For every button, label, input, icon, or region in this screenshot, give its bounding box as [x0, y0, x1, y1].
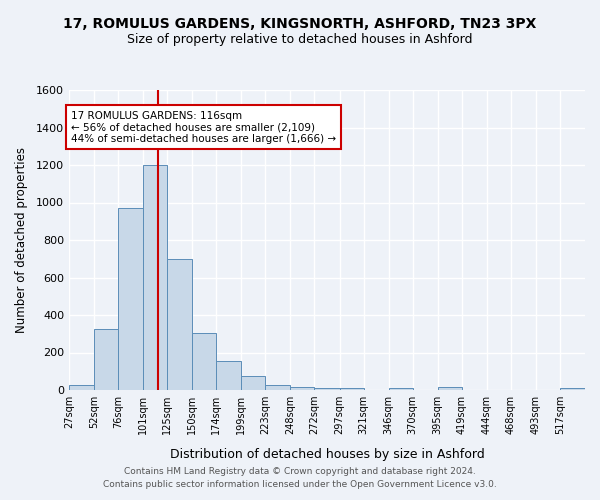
Text: 17, ROMULUS GARDENS, KINGSNORTH, ASHFORD, TN23 3PX: 17, ROMULUS GARDENS, KINGSNORTH, ASHFORD… — [64, 18, 536, 32]
Bar — [241, 376, 265, 390]
X-axis label: Distribution of detached houses by size in Ashford: Distribution of detached houses by size … — [170, 448, 484, 461]
Bar — [69, 385, 94, 390]
Y-axis label: Number of detached properties: Number of detached properties — [14, 147, 28, 333]
Bar — [314, 388, 340, 390]
Bar — [290, 387, 314, 390]
Bar — [216, 361, 241, 390]
Bar — [265, 385, 290, 390]
Text: Contains public sector information licensed under the Open Government Licence v3: Contains public sector information licen… — [103, 480, 497, 489]
Bar — [94, 329, 118, 390]
Text: Contains HM Land Registry data © Crown copyright and database right 2024.: Contains HM Land Registry data © Crown c… — [124, 467, 476, 476]
Bar — [438, 387, 462, 390]
Bar — [340, 388, 364, 390]
Bar — [118, 208, 143, 390]
Bar — [560, 388, 585, 390]
Bar — [167, 259, 192, 390]
Bar — [192, 333, 216, 390]
Bar — [389, 388, 413, 390]
Text: Size of property relative to detached houses in Ashford: Size of property relative to detached ho… — [127, 32, 473, 46]
Bar — [143, 165, 167, 390]
Text: 17 ROMULUS GARDENS: 116sqm
← 56% of detached houses are smaller (2,109)
44% of s: 17 ROMULUS GARDENS: 116sqm ← 56% of deta… — [71, 110, 336, 144]
